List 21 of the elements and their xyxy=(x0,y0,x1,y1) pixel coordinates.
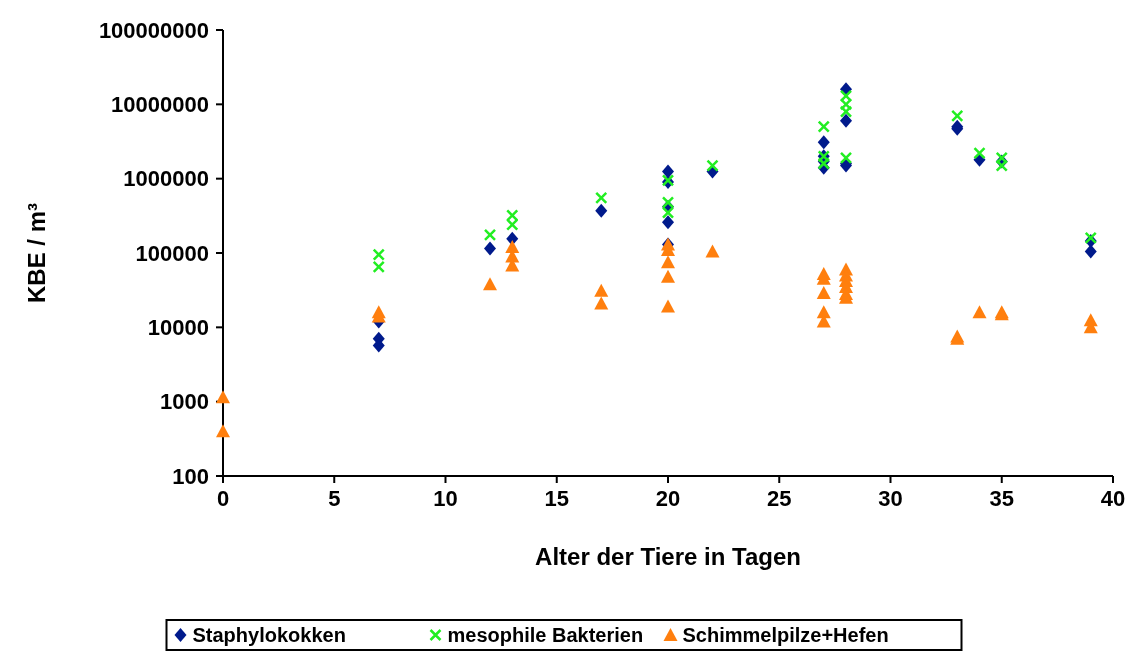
y-axis-title: KBE / m³ xyxy=(23,202,50,304)
x-axis-title: Alter der Tiere in Tagen xyxy=(535,543,801,570)
y-tick-label: 1000 xyxy=(160,389,209,415)
y-tick-label: 100 xyxy=(172,463,209,489)
x-tick-label: 35 xyxy=(989,486,1014,511)
x-tick-label: 0 xyxy=(216,486,230,511)
x-tick-label: 15 xyxy=(544,486,569,511)
y-tick-label: 10000 xyxy=(147,315,209,341)
legend-label: Schimmelpilze+Hefen xyxy=(682,624,889,646)
x-tick-label: 10 xyxy=(433,486,458,511)
x-tick-label: 40 xyxy=(1100,486,1126,511)
legend-label: mesophile Bakterien xyxy=(447,624,644,646)
x-tick-label: 20 xyxy=(655,486,681,511)
legend-label: Staphylokokken xyxy=(192,624,346,646)
x-tick-label: 25 xyxy=(767,486,792,511)
y-tick-label: 100000 xyxy=(135,240,209,266)
y-tick-label: 100000000 xyxy=(98,17,209,43)
x-tick-label: 5 xyxy=(328,486,341,511)
y-tick-label: 1000000 xyxy=(123,166,209,192)
x-tick-label: 30 xyxy=(878,486,903,511)
y-tick-label: 10000000 xyxy=(111,92,209,118)
